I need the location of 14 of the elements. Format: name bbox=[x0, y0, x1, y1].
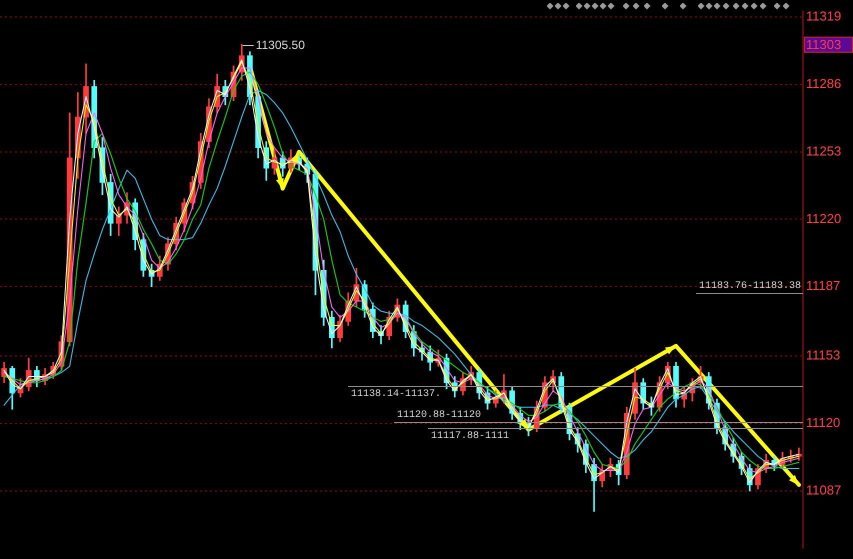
ref-line-label: 11117.88-1111 bbox=[430, 431, 510, 442]
ref-line-label: 11138.14-11137. bbox=[350, 389, 441, 400]
y-tick-label: 11087 bbox=[806, 482, 842, 498]
y-tick-label: 11120 bbox=[806, 415, 840, 430]
ref-line-label: 11183.76-11183.38 bbox=[698, 281, 802, 292]
text: 11303 bbox=[806, 36, 842, 52]
y-tick-label: 11286 bbox=[806, 76, 842, 91]
y-tick-label: 11253 bbox=[806, 143, 842, 158]
annotation: 11305.50 bbox=[256, 38, 306, 52]
y-tick-label: 11220 bbox=[806, 210, 842, 226]
y-tick-label: 11187 bbox=[806, 278, 840, 294]
y-tick-label: 11319 bbox=[806, 8, 842, 24]
ref-line-label: 11120.88-11120 bbox=[396, 410, 481, 422]
y-tick-label: 11153 bbox=[806, 348, 840, 363]
